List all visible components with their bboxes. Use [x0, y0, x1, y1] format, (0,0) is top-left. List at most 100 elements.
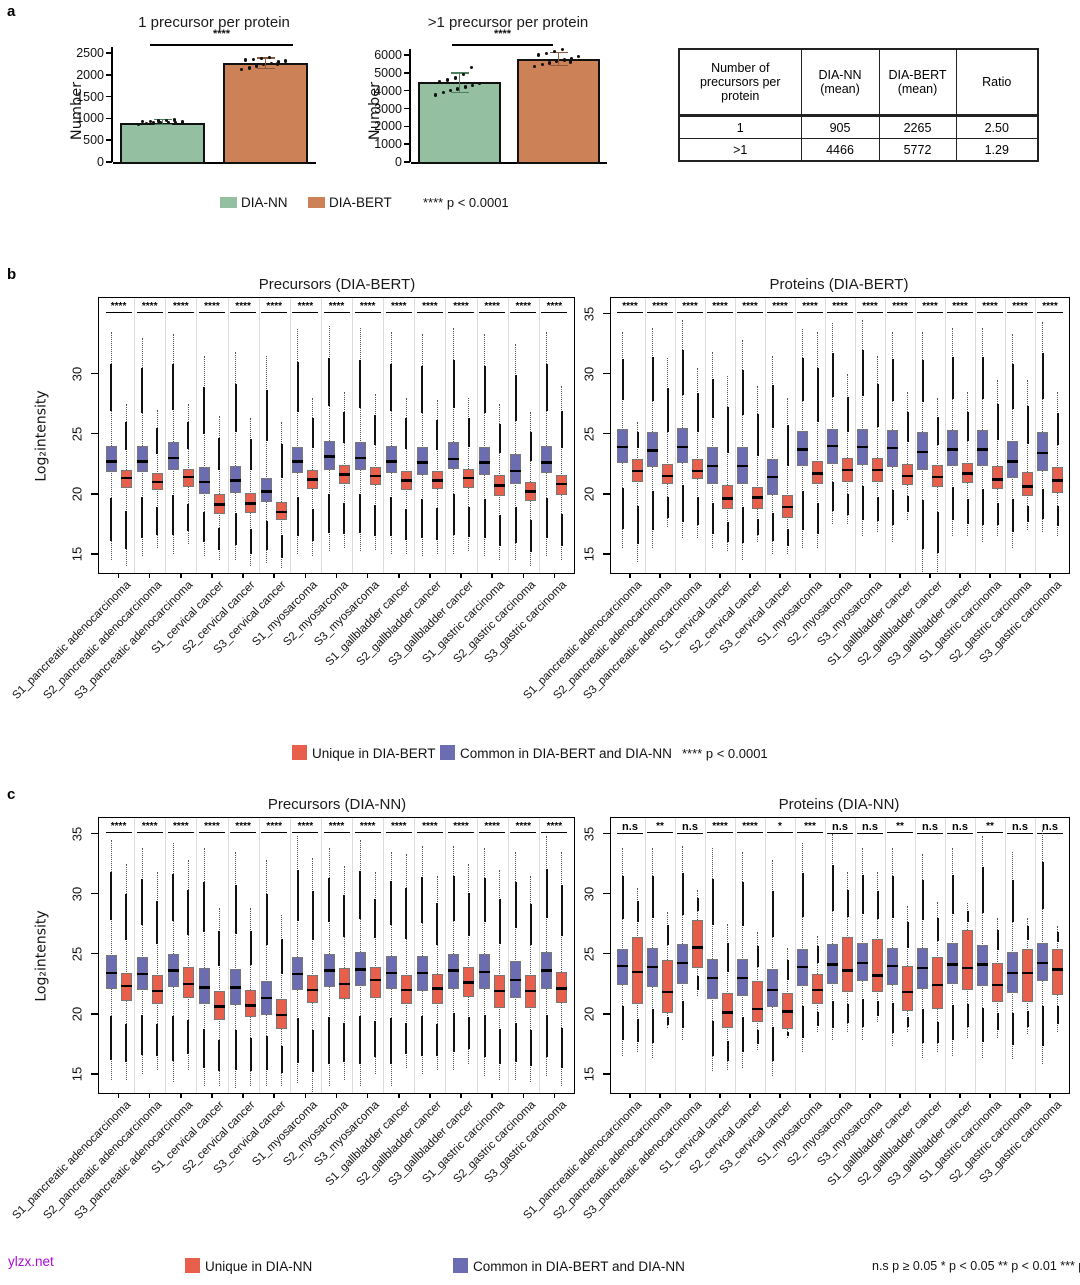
outlier-column — [727, 376, 728, 552]
lower-whisker-dense — [1041, 1006, 1044, 1046]
group-separator — [765, 818, 766, 1093]
group-separator — [352, 298, 354, 573]
significance-label: ** — [887, 821, 913, 833]
group-separator — [538, 818, 540, 1093]
y-tick-label: 30 — [581, 366, 597, 381]
median-line — [525, 490, 537, 493]
upper-whisker-dense — [876, 890, 879, 920]
upper-whisker-dense — [681, 873, 684, 915]
significance-label: **** — [541, 821, 568, 833]
upper-whisker-dense — [125, 422, 128, 450]
box-common — [677, 427, 688, 463]
significance-label: **** — [887, 301, 913, 313]
median-line — [962, 966, 973, 970]
outlier-column — [235, 352, 237, 560]
significance-label: **** — [767, 301, 793, 313]
outlier-column — [697, 367, 698, 539]
median-line — [167, 456, 179, 459]
lower-whisker-dense — [1041, 489, 1044, 519]
outlier-column — [817, 331, 818, 548]
x-tick — [553, 573, 556, 578]
data-point — [540, 63, 545, 67]
significance-label: **** — [647, 301, 673, 313]
box-unique — [992, 963, 1003, 1002]
box-common — [323, 440, 335, 470]
upper-whisker-dense — [1011, 363, 1014, 409]
data-point — [254, 64, 259, 68]
group-separator — [289, 298, 291, 573]
lower-whisker-dense — [996, 502, 999, 526]
lower-whisker-dense — [405, 1023, 408, 1054]
y-tick-label: 20 — [581, 486, 597, 501]
lower-whisker-dense — [265, 1036, 268, 1071]
lower-whisker-dense — [696, 496, 699, 526]
lower-whisker-dense — [891, 1003, 894, 1033]
lower-whisker-dense — [891, 489, 894, 526]
x-tick — [211, 1093, 213, 1098]
significance-label: **** — [977, 301, 1003, 313]
lower-whisker-dense — [756, 1030, 759, 1044]
median-line — [977, 963, 988, 966]
group-separator — [383, 818, 385, 1093]
legend-note-pvalue-b: **** p < 0.0001 — [682, 746, 768, 761]
lower-whisker-dense — [156, 1023, 159, 1056]
x-tick — [749, 1093, 751, 1098]
upper-whisker-dense — [203, 881, 206, 933]
median-line — [797, 448, 808, 451]
median-line — [752, 1007, 763, 1011]
outlier-column — [405, 854, 407, 1068]
significance-bracket — [150, 44, 293, 46]
error-cap — [450, 72, 469, 74]
table-header-precursors: Number of precursors per protein — [678, 48, 802, 116]
upper-whisker-dense — [436, 419, 439, 450]
median-line — [556, 987, 568, 990]
table-cell: 2.50 — [955, 115, 1039, 139]
lower-whisker-dense — [529, 1030, 532, 1066]
median-line — [617, 964, 628, 967]
median-line — [947, 963, 958, 966]
significance-label: **** — [323, 821, 350, 833]
x-tick — [959, 573, 961, 578]
significance-label: n.s — [1037, 821, 1063, 834]
legend-swatch-unique-diann — [185, 1258, 200, 1273]
median-line — [842, 468, 853, 471]
upper-whisker-dense — [936, 917, 939, 941]
x-tick — [180, 573, 182, 578]
significance-label: **** — [354, 821, 381, 833]
upper-whisker-dense — [359, 359, 362, 408]
lower-whisker-dense — [816, 1012, 819, 1026]
y-tick-label: 25 — [581, 426, 597, 441]
y-axis-line — [409, 49, 411, 162]
median-line — [416, 971, 428, 975]
x-category-text: S3_pancreatic adenocarcinoma — [72, 1099, 196, 1222]
significance-label: *** — [797, 821, 823, 833]
lower-whisker-dense — [187, 1019, 190, 1055]
x-axis-line — [113, 162, 316, 164]
lower-whisker-dense — [249, 528, 252, 555]
median-line — [136, 460, 148, 463]
median-line — [463, 981, 475, 984]
lower-whisker-dense — [861, 998, 864, 1028]
lower-whisker-dense — [234, 512, 237, 545]
median-line — [136, 972, 148, 976]
box-unique — [752, 981, 763, 1023]
median-line — [1022, 485, 1033, 488]
y-tick — [106, 52, 112, 54]
group-separator — [915, 298, 916, 573]
x-tick — [959, 1093, 961, 1098]
outlier-column — [892, 848, 893, 1047]
data-point — [576, 55, 581, 59]
x-tick — [869, 1093, 871, 1098]
median-line — [400, 988, 412, 991]
x-tick — [335, 1093, 338, 1098]
upper-whisker-dense — [771, 384, 774, 428]
significance-label: ** — [647, 821, 673, 833]
box-common — [167, 442, 179, 470]
upper-whisker-dense — [981, 356, 984, 400]
median-line — [677, 962, 688, 965]
panel-b-label: b — [7, 266, 17, 283]
outlier-column — [468, 863, 470, 1065]
watermark-link[interactable]: ylzx.net — [8, 1254, 54, 1269]
median-line — [782, 505, 793, 509]
boxplot-b-left-title: Precursors (DIA-BERT) — [258, 276, 416, 293]
